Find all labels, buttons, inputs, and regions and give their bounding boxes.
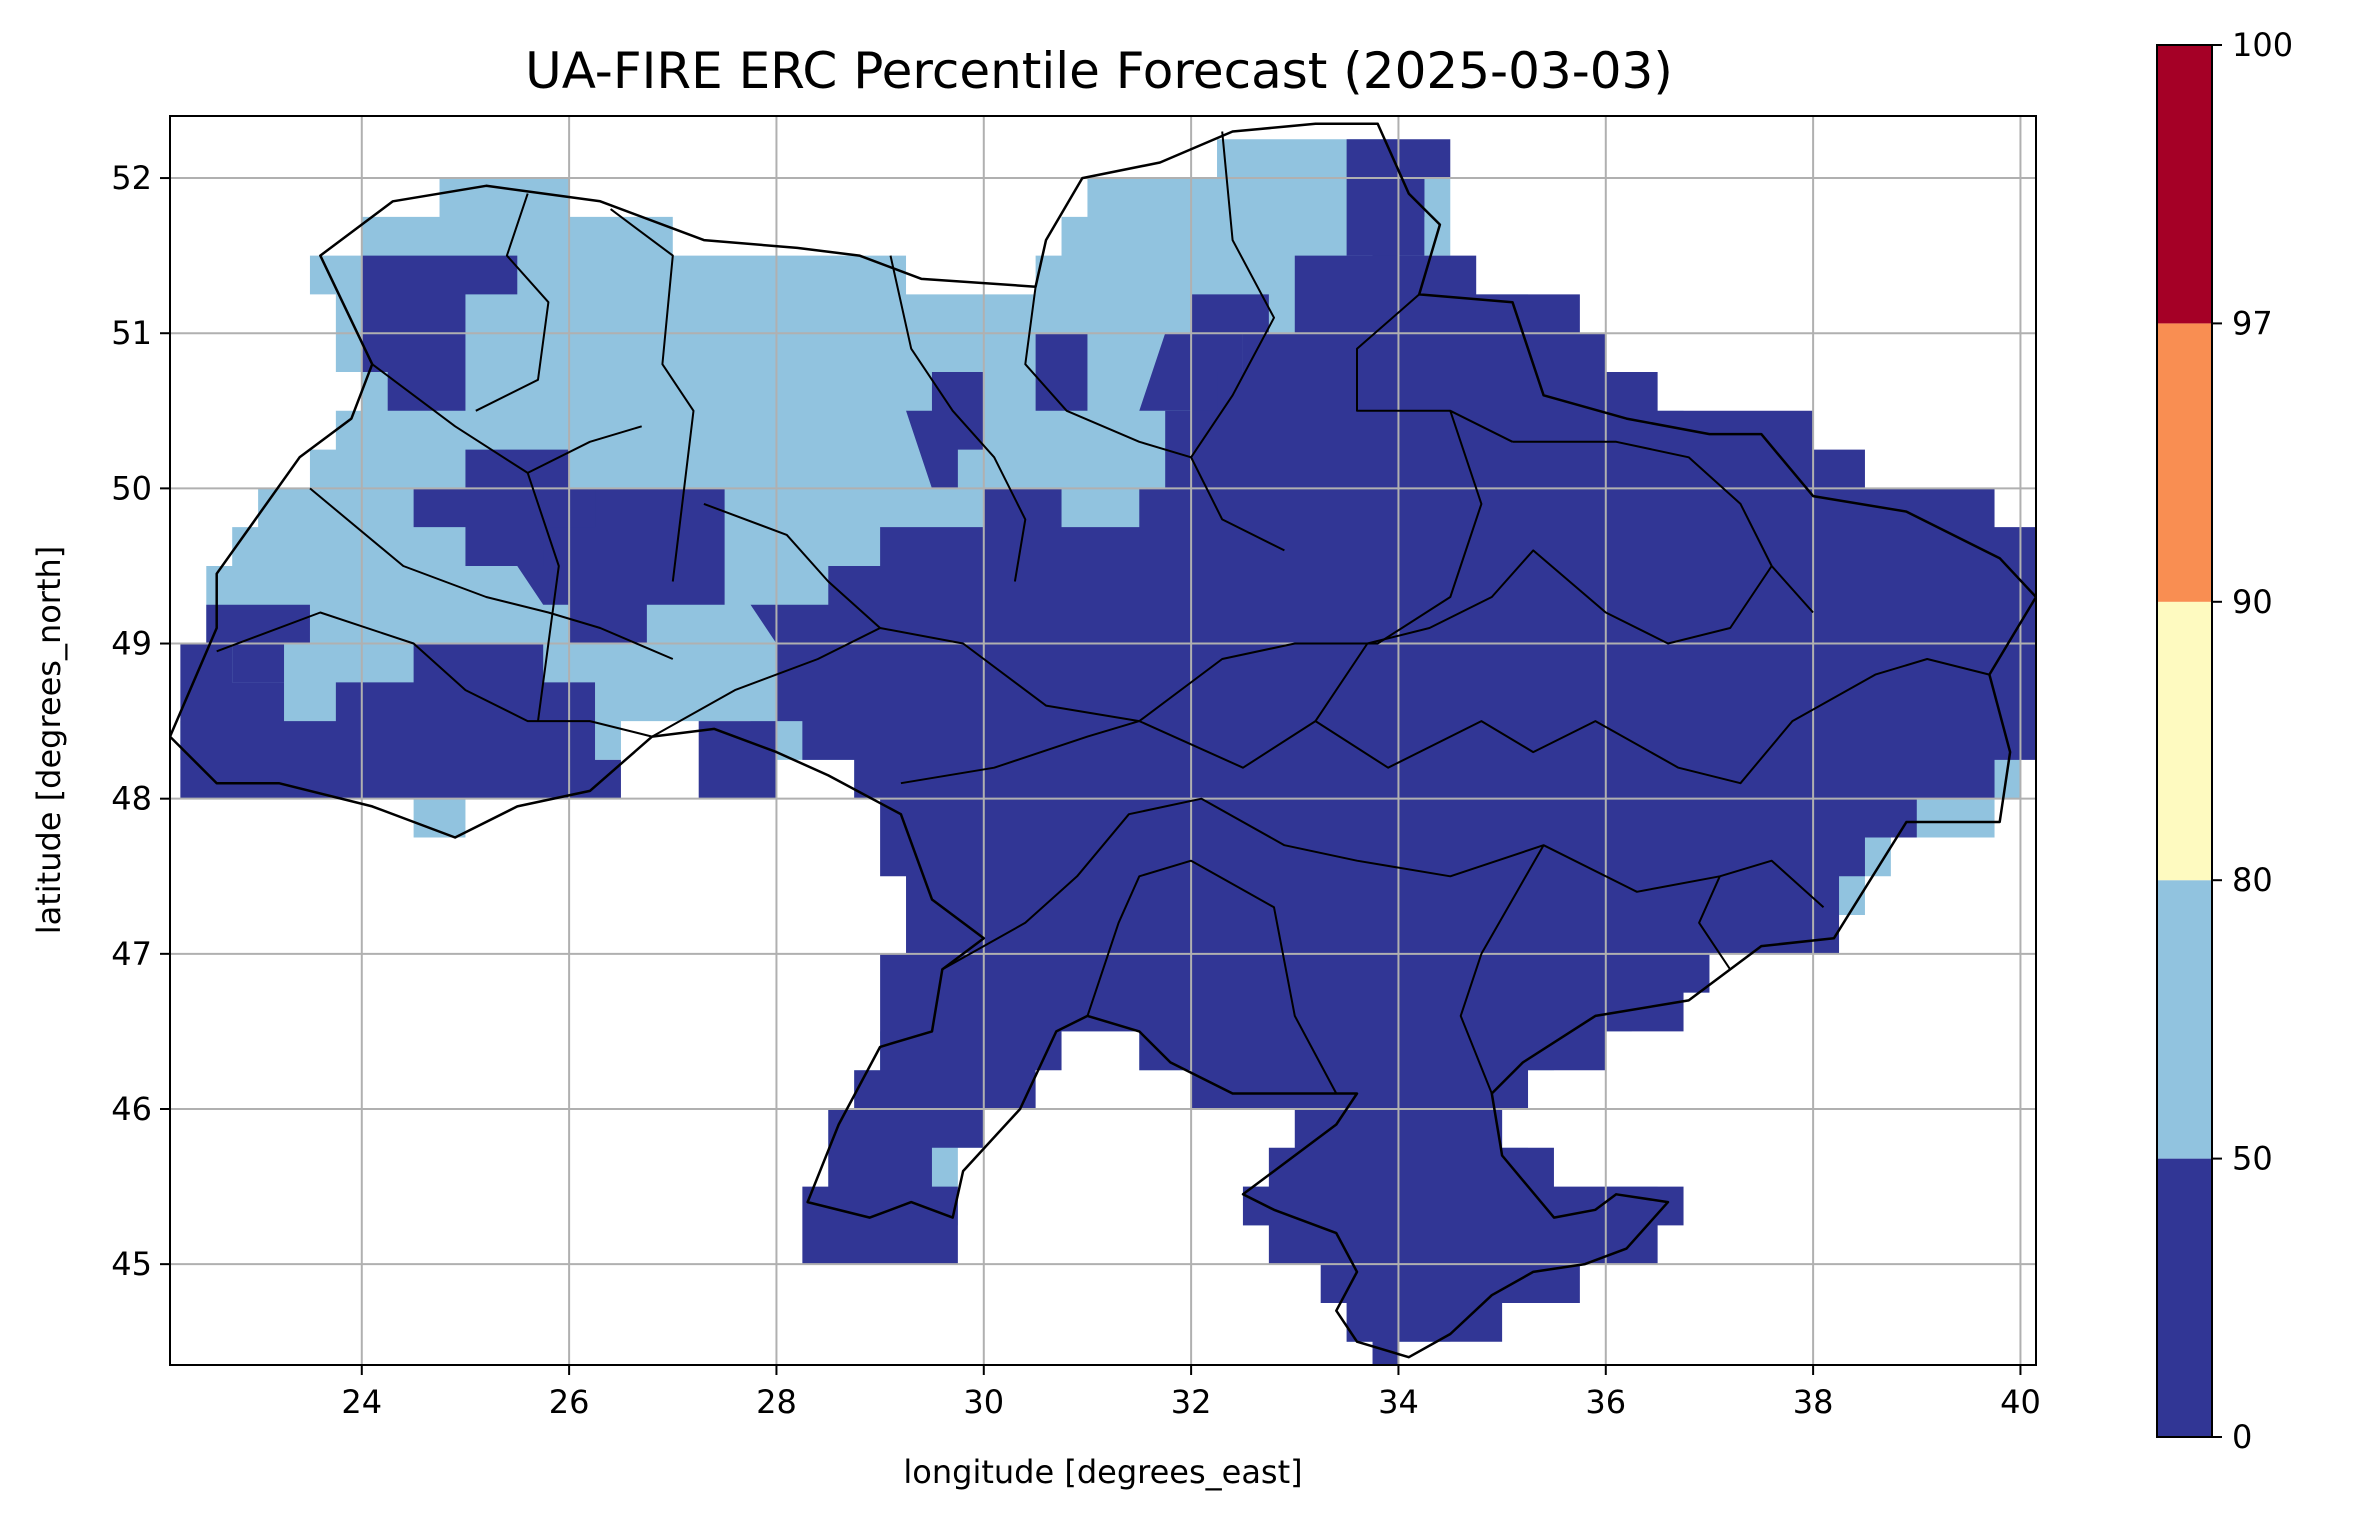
x-tick-label-30: 30 [963, 1383, 1004, 1421]
oblast-border-17 [1314, 549, 1773, 722]
x-tick-label-32: 32 [1171, 1383, 1212, 1421]
colorbar-block-50-80 [2157, 880, 2212, 1159]
x-tick-label-26: 26 [549, 1383, 590, 1421]
x-axis-ticks: 24 26 28 30 32 34 36 38 40 [341, 1365, 2041, 1421]
oblast-border-3 [889, 255, 1027, 582]
colorbar-frame [2156, 44, 2213, 1438]
x-tick-label-40: 40 [2000, 1383, 2041, 1421]
plot-frame [169, 115, 2037, 1366]
erc-low-region-7 [1139, 294, 1269, 411]
x-tick-label-24: 24 [341, 1383, 382, 1421]
y-tick-label-46: 46 [111, 1090, 152, 1128]
gridlines [170, 116, 2036, 1365]
erc-low-region-10 [1346, 139, 1425, 256]
x-tick-label-28: 28 [756, 1383, 797, 1421]
y-tick-label-51: 51 [111, 314, 152, 352]
colorbar-tick-label-100: 100 [2232, 26, 2293, 64]
y-tick-label-48: 48 [111, 780, 152, 818]
x-tick-label-34: 34 [1378, 1383, 1419, 1421]
oblast-border-20 [1698, 875, 1732, 970]
colorbar-ticks: 0 50 80 90 97 100 [2212, 26, 2293, 1456]
y-axis-label: latitude [degrees_north] [30, 546, 68, 935]
oblast-border-19 [1459, 844, 1545, 1094]
oblast-border-4 [1024, 286, 1285, 552]
erc-low-region-5 [698, 721, 777, 799]
colorbar-blocks [2157, 45, 2212, 1437]
oblast-border-14 [900, 720, 1140, 785]
oblast-border-5 [1190, 131, 1275, 458]
colorbar-block-80-90 [2157, 601, 2212, 881]
admin-borders [170, 122, 2036, 1359]
colorbar-tick-label-97: 97 [2232, 304, 2273, 342]
y-axis-ticks: 45 46 47 48 49 50 51 52 [111, 159, 170, 1283]
colorbar-tick-label-50: 50 [2232, 1140, 2273, 1178]
x-axis-label: longitude [degrees_east] [903, 1453, 1302, 1491]
oblast-border-6 [1356, 293, 1513, 443]
colorbar: 0 50 80 90 97 100 [2156, 26, 2293, 1456]
y-tick-label-52: 52 [111, 159, 152, 197]
erc-low-region-9 [1035, 333, 1088, 450]
erc-low-region-8 [906, 372, 984, 489]
oblast-border-9 [216, 611, 653, 738]
colorbar-tick-label-80: 80 [2232, 861, 2273, 899]
oblast-border-13 [703, 502, 881, 629]
oblast-border-8 [1138, 410, 1483, 722]
oblast-border-2 [610, 208, 695, 582]
y-tick-label-49: 49 [111, 625, 152, 663]
erc-low-region-0 [180, 643, 621, 799]
colorbar-tick-label-90: 90 [2232, 583, 2273, 621]
x-tick-label-36: 36 [1585, 1383, 1626, 1421]
oblast-border-11 [526, 472, 560, 722]
y-tick-label-45: 45 [111, 1245, 152, 1283]
oblast-border-18 [1086, 859, 1338, 1094]
colorbar-tick-label-0: 0 [2232, 1418, 2252, 1456]
x-tick-label-38: 38 [1793, 1383, 1834, 1421]
country-border [170, 122, 2036, 1359]
oblast-border-1 [475, 193, 550, 412]
chart-title: UA-FIRE ERC Percentile Forecast (2025-03… [525, 42, 1673, 100]
colorbar-block-97-100 [2157, 45, 2212, 324]
colorbar-block-0-50 [2157, 1158, 2212, 1437]
y-tick-label-50: 50 [111, 469, 152, 507]
colorbar-block-90-97 [2157, 323, 2212, 602]
y-tick-label-47: 47 [111, 935, 152, 973]
map-plot-area [169, 115, 2037, 1366]
oblast-border-10 [309, 487, 674, 660]
erc-low-region-6 [750, 139, 2036, 1365]
oblast-border-7 [1512, 440, 1814, 614]
